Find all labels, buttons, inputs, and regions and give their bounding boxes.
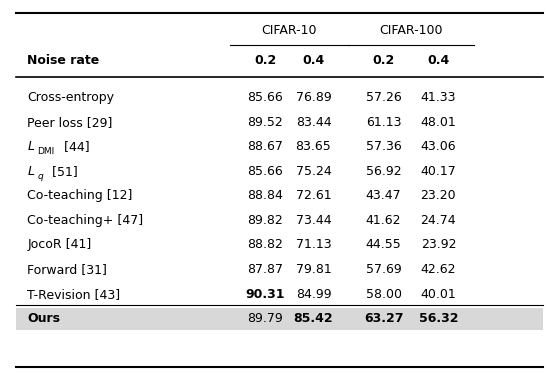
Text: 0.2: 0.2 bbox=[373, 54, 395, 67]
Text: 79.81: 79.81 bbox=[295, 263, 332, 276]
Text: 89.82: 89.82 bbox=[247, 214, 283, 227]
Text: CIFAR-10: CIFAR-10 bbox=[261, 24, 317, 37]
Text: 71.13: 71.13 bbox=[295, 239, 332, 251]
Text: Forward [31]: Forward [31] bbox=[27, 263, 107, 276]
Text: 23.20: 23.20 bbox=[420, 189, 456, 202]
Text: 58.00: 58.00 bbox=[366, 288, 402, 301]
Text: 73.44: 73.44 bbox=[295, 214, 332, 227]
Text: 42.62: 42.62 bbox=[421, 263, 456, 276]
Bar bbox=[16, 308, 543, 330]
Text: T-Revision [43]: T-Revision [43] bbox=[27, 288, 121, 301]
Text: 90.31: 90.31 bbox=[246, 288, 285, 301]
Text: 88.84: 88.84 bbox=[247, 189, 283, 202]
Text: 57.36: 57.36 bbox=[366, 140, 402, 153]
Text: 23.92: 23.92 bbox=[421, 239, 456, 251]
Text: Co-teaching [12]: Co-teaching [12] bbox=[27, 189, 133, 202]
Text: 41.62: 41.62 bbox=[366, 214, 401, 227]
Text: Peer loss [29]: Peer loss [29] bbox=[27, 116, 113, 129]
Text: 76.89: 76.89 bbox=[295, 91, 332, 104]
Text: 89.79: 89.79 bbox=[247, 312, 283, 325]
Text: JocoR [41]: JocoR [41] bbox=[27, 239, 92, 251]
Text: 44.55: 44.55 bbox=[366, 239, 402, 251]
Text: 89.52: 89.52 bbox=[247, 116, 283, 129]
Text: 85.66: 85.66 bbox=[247, 165, 283, 178]
Text: 43.47: 43.47 bbox=[366, 189, 402, 202]
Text: 40.17: 40.17 bbox=[420, 165, 456, 178]
Text: Co-teaching+ [47]: Co-teaching+ [47] bbox=[27, 214, 144, 227]
Text: [51]: [51] bbox=[48, 165, 78, 178]
Text: 87.87: 87.87 bbox=[247, 263, 283, 276]
Text: 88.82: 88.82 bbox=[247, 239, 283, 251]
Text: CIFAR-100: CIFAR-100 bbox=[379, 24, 443, 37]
Text: Cross-entropy: Cross-entropy bbox=[27, 91, 115, 104]
Text: 0.4: 0.4 bbox=[302, 54, 324, 67]
Text: 85.66: 85.66 bbox=[247, 91, 283, 104]
Text: 83.44: 83.44 bbox=[295, 116, 332, 129]
Text: Noise rate: Noise rate bbox=[27, 54, 100, 67]
Text: 85.42: 85.42 bbox=[294, 312, 333, 325]
Text: 57.26: 57.26 bbox=[366, 91, 402, 104]
Text: 48.01: 48.01 bbox=[420, 116, 456, 129]
Text: 72.61: 72.61 bbox=[295, 189, 332, 202]
Text: 63.27: 63.27 bbox=[364, 312, 403, 325]
Text: 84.99: 84.99 bbox=[295, 288, 332, 301]
Text: 56.32: 56.32 bbox=[419, 312, 458, 325]
Text: 40.01: 40.01 bbox=[420, 288, 456, 301]
Text: 61.13: 61.13 bbox=[366, 116, 401, 129]
Text: 0.2: 0.2 bbox=[254, 54, 276, 67]
Text: 24.74: 24.74 bbox=[420, 214, 456, 227]
Text: L: L bbox=[27, 140, 35, 153]
Text: [44]: [44] bbox=[60, 140, 90, 153]
Text: 41.33: 41.33 bbox=[421, 91, 456, 104]
Text: 56.92: 56.92 bbox=[366, 165, 402, 178]
Text: 57.69: 57.69 bbox=[366, 263, 402, 276]
Text: 88.67: 88.67 bbox=[247, 140, 283, 153]
Text: 0.4: 0.4 bbox=[427, 54, 449, 67]
Text: 83.65: 83.65 bbox=[295, 140, 332, 153]
Text: q: q bbox=[37, 172, 43, 181]
Text: 75.24: 75.24 bbox=[295, 165, 332, 178]
Text: Ours: Ours bbox=[27, 312, 60, 325]
Text: DMI: DMI bbox=[37, 147, 54, 156]
Text: L: L bbox=[27, 165, 35, 178]
Text: 43.06: 43.06 bbox=[420, 140, 456, 153]
